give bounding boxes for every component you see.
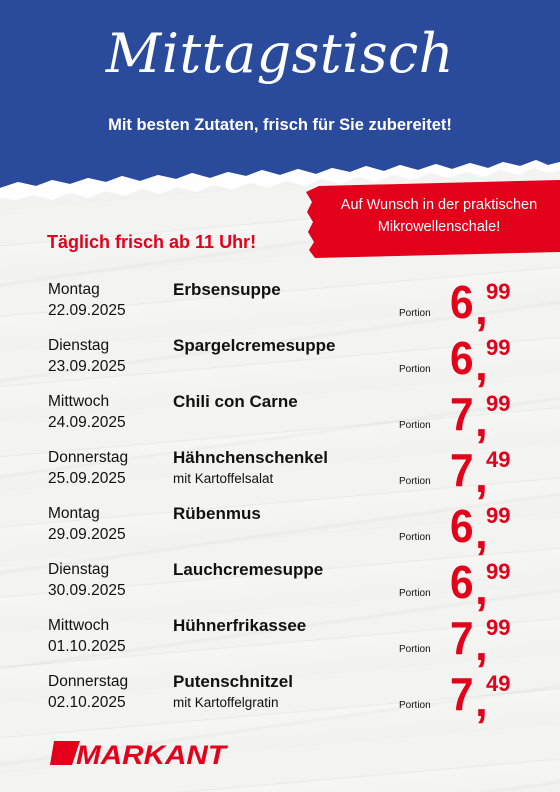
price-comma: , xyxy=(475,450,488,502)
logo-text: MARKANT xyxy=(76,740,229,770)
menu-price: 7 , 99 xyxy=(450,390,530,446)
menu-day: Montag xyxy=(48,281,100,298)
header-band: Mittagstisch Mit besten Zutaten, frisch … xyxy=(0,0,560,200)
menu-date: 02.10.2025 xyxy=(48,694,126,711)
portion-label: Portion xyxy=(399,476,431,487)
blue-torn-band xyxy=(0,0,560,200)
page-subtitle: Mit besten Zutaten, frisch für Sie zuber… xyxy=(108,116,452,134)
menu-dish: Erbsensuppe xyxy=(173,280,281,299)
menu-date: 30.09.2025 xyxy=(48,582,126,599)
menu-day: Mittwoch xyxy=(48,617,110,634)
menu-row: Mittwoch 01.10.2025 Hühnerfrikassee Port… xyxy=(0,614,560,672)
menu-day: Mittwoch xyxy=(48,393,110,410)
menu-dish-side: mit Kartoffelgratin xyxy=(173,695,279,710)
menu-day: Dienstag xyxy=(48,337,110,354)
menu-day: Donnerstag xyxy=(48,449,129,466)
red-banner-shape xyxy=(306,180,560,258)
logo-stripe xyxy=(50,741,80,765)
menu-price: 7 , 49 xyxy=(450,446,530,502)
menu-day: Donnerstag xyxy=(48,673,129,690)
menu-date: 23.09.2025 xyxy=(48,358,126,375)
menu-row: Dienstag 30.09.2025 Lauchcremesuppe Port… xyxy=(0,558,560,616)
menu-price: 6 , 99 xyxy=(450,278,530,334)
menu-price: 7 , 99 xyxy=(450,614,530,670)
price-comma: , xyxy=(475,394,488,446)
menu-dish: Spargelcremesuppe xyxy=(173,336,336,355)
daily-fresh-notice: Täglich frisch ab 11 Uhr! xyxy=(47,232,257,252)
menu-row: Dienstag 23.09.2025 Spargelcremesuppe Po… xyxy=(0,334,560,392)
portion-label: Portion xyxy=(399,588,431,599)
menu-date: 22.09.2025 xyxy=(48,302,126,319)
price-euros: 6 xyxy=(450,276,474,328)
price-comma: , xyxy=(475,282,488,334)
portion-label: Portion xyxy=(399,420,431,431)
menu-dish: Rübenmus xyxy=(173,504,261,523)
price-comma: , xyxy=(475,618,488,670)
menu-price: 6 , 99 xyxy=(450,558,530,614)
price-cents: 49 xyxy=(486,671,511,696)
menu-date: 25.09.2025 xyxy=(48,470,126,487)
price-cents: 99 xyxy=(486,391,511,416)
menu-row: Mittwoch 24.09.2025 Chili con Carne Port… xyxy=(0,390,560,448)
menu-dish: Hühnerfrikassee xyxy=(173,616,307,635)
menu-day: Dienstag xyxy=(48,561,110,578)
menu-day: Montag xyxy=(48,505,100,522)
price-cents: 99 xyxy=(486,503,511,528)
price-euros: 7 xyxy=(450,444,474,496)
menu-row: Montag 22.09.2025 Erbsensuppe Portion 6 … xyxy=(0,278,560,336)
menu-dish: Chili con Carne xyxy=(173,392,298,411)
price-euros: 6 xyxy=(450,556,474,608)
portion-label: Portion xyxy=(399,308,431,319)
menu-price: 6 , 99 xyxy=(450,502,530,558)
price-cents: 99 xyxy=(486,279,511,304)
portion-label: Portion xyxy=(399,700,431,711)
microwave-banner: Auf Wunsch in der praktischen Mikrowelle… xyxy=(305,180,560,258)
menu-dish: Lauchcremesuppe xyxy=(173,560,324,579)
banner-line-1: Auf Wunsch in der praktischen xyxy=(340,197,538,213)
price-cents: 99 xyxy=(486,335,511,360)
price-cents: 99 xyxy=(486,615,511,640)
menu-row: Montag 29.09.2025 Rübenmus Portion 6 , 9… xyxy=(0,502,560,560)
menu-dish: Putenschnitzel xyxy=(173,672,293,691)
menu-row: Donnerstag 25.09.2025 Hähnchenschenkel m… xyxy=(0,446,560,504)
price-euros: 7 xyxy=(450,612,474,664)
markant-logo: MARKANT xyxy=(50,740,229,770)
menu-date: 29.09.2025 xyxy=(48,526,126,543)
price-cents: 99 xyxy=(486,559,511,584)
portion-label: Portion xyxy=(399,644,431,655)
price-euros: 7 xyxy=(450,668,474,720)
menu-dish: Hähnchenschenkel xyxy=(173,448,328,467)
portion-label: Portion xyxy=(399,532,431,543)
menu-row: Donnerstag 02.10.2025 Putenschnitzel mit… xyxy=(0,670,560,728)
menu-price: 7 , 49 xyxy=(450,670,530,726)
price-comma: , xyxy=(475,674,488,726)
price-euros: 6 xyxy=(450,332,474,384)
price-euros: 6 xyxy=(450,500,474,552)
price-comma: , xyxy=(475,506,488,558)
price-cents: 49 xyxy=(486,447,511,472)
page-title: Mittagstisch xyxy=(105,22,455,85)
banner-line-2: Mikrowellenschale! xyxy=(377,219,501,235)
price-comma: , xyxy=(475,562,488,614)
price-euros: 7 xyxy=(450,388,474,440)
menu-date: 24.09.2025 xyxy=(48,414,126,431)
menu-price: 6 , 99 xyxy=(450,334,530,390)
menu-dish-side: mit Kartoffelsalat xyxy=(173,471,274,486)
menu-date: 01.10.2025 xyxy=(48,638,126,655)
portion-label: Portion xyxy=(399,364,431,375)
price-comma: , xyxy=(475,338,488,390)
